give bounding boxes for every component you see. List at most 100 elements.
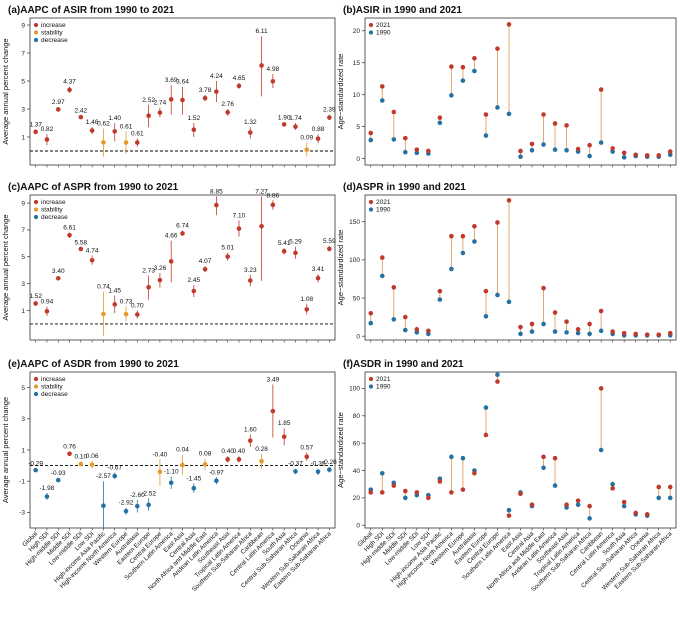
panel-a-legend-marker xyxy=(33,22,39,28)
panel-a-value-label: 3.78 xyxy=(199,87,212,94)
panel-c-value-label: 5.41 xyxy=(278,240,291,247)
panel-e-point xyxy=(67,451,72,457)
panel-a-point xyxy=(78,114,84,120)
panel-b-point-2021 xyxy=(414,147,420,152)
panel-f-legend-marker xyxy=(368,376,374,382)
panel-f-point-2021 xyxy=(495,379,500,384)
panel-d-point-1990 xyxy=(379,273,385,279)
panel-c-point xyxy=(304,307,310,312)
panel-e-y-axis-label: Average annual percent change xyxy=(1,397,10,503)
panel-c-value-label: 1.45 xyxy=(108,288,121,295)
panel-d-point-2021 xyxy=(403,314,408,320)
panel-c-value-label: 7.10 xyxy=(233,213,246,220)
panel-c-value-label: 5.01 xyxy=(221,245,234,252)
panel-a-value-label: 0.09 xyxy=(300,135,313,142)
panel-f-point-2021 xyxy=(598,386,604,391)
panel-e-value-label: 1.85 xyxy=(278,420,291,427)
panel-f-title: (f)ASDR in 1990 and 2021 xyxy=(343,359,464,370)
panel-a-point xyxy=(123,140,129,145)
panel-e-point xyxy=(247,438,253,443)
panel-a-point xyxy=(135,140,140,145)
panel-f-point-2021 xyxy=(449,490,454,495)
panel-b-y-tick-label: 5 xyxy=(356,124,360,131)
panel-d-title: (d)ASPR in 1990 and 2021 xyxy=(343,182,466,193)
panel-a-y-axis-label: Average annual percent change xyxy=(1,38,10,144)
panel-a-point xyxy=(304,147,310,153)
panel-e-value-label: -0.26 xyxy=(322,459,337,466)
panel-b-point-1990 xyxy=(460,78,466,83)
panel-c-value-label: 0.74 xyxy=(97,284,110,291)
panel-e-point xyxy=(168,480,174,486)
panel-b-point-2021 xyxy=(564,123,569,128)
panel-a-point xyxy=(270,78,276,84)
panel-e-y-tick-label: -1 xyxy=(19,479,25,486)
panel-b-point-1990 xyxy=(621,155,627,160)
panel-c-y-tick-label: 5 xyxy=(21,254,25,261)
panel-c-point xyxy=(259,223,264,229)
panel-b-point-2021 xyxy=(483,112,489,117)
panel-a-point xyxy=(180,97,185,103)
panel-d-point-1990 xyxy=(518,331,523,337)
panel-c-value-label: 4.74 xyxy=(86,247,99,254)
panel-e-y-tick-label: 1 xyxy=(21,447,25,454)
panel-d-point-2021 xyxy=(575,327,581,332)
panel-b-legend-label: 2021 xyxy=(376,22,391,29)
panel-c-point xyxy=(33,301,38,306)
panel-f-point-1990 xyxy=(379,470,385,476)
panel-b-point-1990 xyxy=(506,111,512,117)
panel-d-point-2021 xyxy=(552,310,558,315)
panel-e-value-label: 0.06 xyxy=(86,453,99,460)
panel-f-point-1990 xyxy=(598,447,604,453)
panel-c-value-label: 4.66 xyxy=(165,233,178,240)
panel-b-legend-marker xyxy=(368,22,374,28)
panel-a-point xyxy=(315,136,321,141)
panel-b-legend-label: 1990 xyxy=(376,30,391,37)
panel-c-legend-label: decrease xyxy=(41,214,68,221)
panel-b-point-2021 xyxy=(529,141,535,147)
panel-a-point xyxy=(259,63,264,68)
panel-c-point xyxy=(191,288,197,294)
panel-c-point xyxy=(168,259,174,264)
panel-c-point xyxy=(44,308,50,314)
panel-e-point xyxy=(214,478,219,484)
panel-e-value-label: -0.39 xyxy=(311,461,326,468)
panel-a-point xyxy=(225,110,230,115)
panel-a-legend-marker xyxy=(33,37,39,43)
panel-b-point-2021 xyxy=(368,130,374,136)
panel-d-point-2021 xyxy=(449,233,454,239)
panel-e-legend-marker xyxy=(33,384,39,389)
panel-d-point-2021 xyxy=(529,321,535,327)
panel-e-point xyxy=(202,462,208,467)
panel-f-legend-label: 2021 xyxy=(376,376,391,383)
panel-f-point-2021 xyxy=(541,454,546,460)
panel-c-point xyxy=(55,275,61,281)
panel-b-point-2021 xyxy=(552,121,558,126)
panel-a-point xyxy=(101,140,106,145)
panel-f-point-2021 xyxy=(472,470,477,476)
panel-d-point-2021 xyxy=(610,329,615,334)
panel-e-value-label: 1.60 xyxy=(244,426,257,433)
panel-e-value-label: -0.37 xyxy=(288,461,303,468)
panel-b-point-1990 xyxy=(529,148,535,153)
panel-e-point xyxy=(112,473,118,479)
panel-c-value-label: 7.27 xyxy=(255,188,268,195)
panel-d-point-2021 xyxy=(506,198,512,203)
panel-d-point-2021 xyxy=(368,310,374,316)
panel-c-point xyxy=(327,246,332,252)
panel-e-value-label: -0.97 xyxy=(209,469,224,476)
panel-c-value-label: 4.07 xyxy=(199,258,212,265)
panel-e-value-label: 0.10 xyxy=(75,454,88,461)
panel-b-point-2021 xyxy=(633,152,638,158)
panel-a-value-label: 3.64 xyxy=(176,79,189,86)
panel-b-point-1990 xyxy=(541,142,546,147)
panel-e-value-label: 3.49 xyxy=(267,376,280,383)
panel-d-point-2021 xyxy=(379,255,385,260)
panel-b-y-axis-label: Age−standardized rate xyxy=(336,54,345,130)
panel-d-y-tick-label: 50 xyxy=(353,295,361,302)
panel-c-point xyxy=(67,232,72,238)
panel-d-point-1990 xyxy=(575,330,581,336)
panel-f-point-2021 xyxy=(587,503,592,509)
panel-e-point xyxy=(157,469,163,475)
panel-b-point-2021 xyxy=(449,64,454,69)
panel-c-value-label: 0.70 xyxy=(131,302,144,309)
